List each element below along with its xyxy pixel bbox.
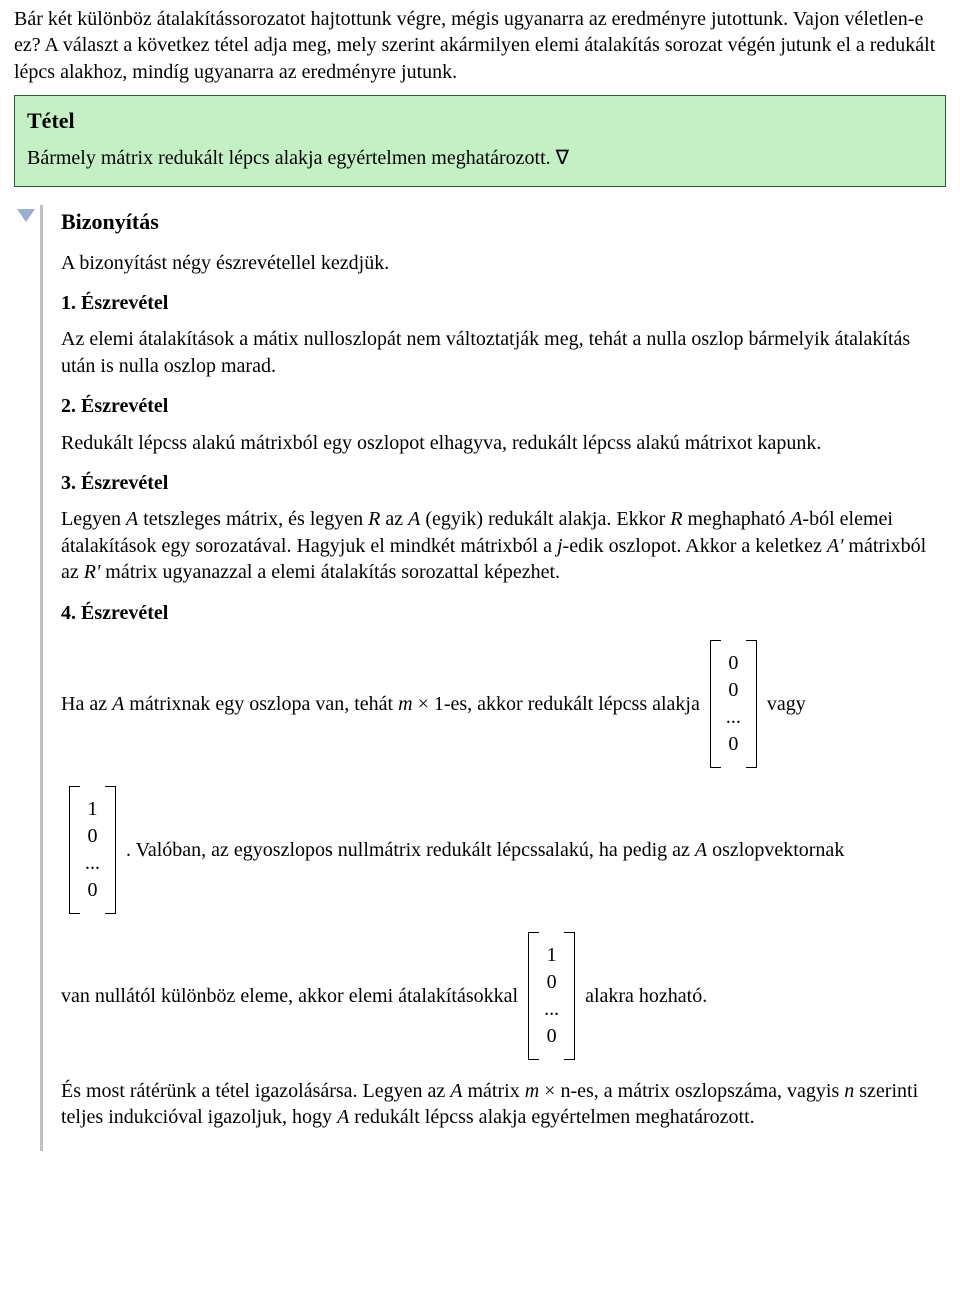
vec-entry: 0 — [728, 733, 738, 755]
obs2-heading: 2. Észrevétel — [61, 393, 946, 419]
proof-title: Bizonyítás — [61, 207, 946, 236]
symbol-A: A — [790, 508, 802, 530]
obs4-text: . Valóban, az egyoszlopos nullmátrix red… — [126, 837, 844, 863]
vec-entry: 0 — [88, 879, 98, 901]
obs3-heading: 3. Észrevétel — [61, 470, 946, 496]
theorem-body: Bármely mátrix redukált lépcs alakja egy… — [27, 145, 933, 171]
disclosure-triangle-icon[interactable] — [17, 209, 35, 222]
vec-entry: ... — [726, 706, 741, 728]
symbol-A: A — [695, 839, 707, 861]
symbol-A: A — [408, 508, 420, 530]
vec-entry: ... — [544, 998, 559, 1020]
txt: × n-es, a mátrix oszlopszáma, vagyis — [539, 1080, 844, 1102]
txt: mátrix — [463, 1080, 525, 1102]
symbol-A: A — [112, 693, 124, 715]
obs4-heading: 4. Észrevétel — [61, 600, 946, 626]
vec-entry: 0 — [728, 652, 738, 674]
theorem-title: Tétel — [27, 106, 933, 135]
vec-entry: ... — [85, 852, 100, 874]
obs4-text: alakra hozható. — [585, 983, 707, 1009]
txt: mátrixnak egy oszlopa van, tehát — [124, 693, 398, 715]
obs4-line2: 1 0 ... 0 . Valóban, az egyoszlopos null… — [61, 786, 946, 914]
unit-vector-2: 1 0 ... 0 — [526, 932, 577, 1060]
vec-entry: 1 — [547, 944, 557, 966]
vec-entry: 0 — [547, 1025, 557, 1047]
vec-entry: 0 — [88, 825, 98, 847]
obs4-text: vagy — [767, 691, 806, 717]
vec-entry: 1 — [88, 798, 98, 820]
obs3-text: meghapható — [682, 508, 790, 530]
proof-lead: A bizonyítást négy észrevétellel kezdjük… — [61, 250, 946, 276]
zero-vector: 0 0 ... 0 — [708, 640, 759, 768]
document-page: Bár két különböz átalakítássorozatot haj… — [0, 0, 960, 1171]
symbol-m: m — [398, 693, 412, 715]
symbol-R: R — [670, 508, 682, 530]
obs2-body: Redukált lépcss alakú mátrixból egy oszl… — [61, 430, 946, 456]
symbol-n: n — [844, 1080, 854, 1102]
theorem-box: Tétel Bármely mátrix redukált lépcs alak… — [14, 95, 946, 186]
obs3-text: -edik oszlopot. Akkor a keletkez — [563, 535, 827, 557]
obs4-line1: Ha az A mátrixnak egy oszlopa van, tehát… — [61, 640, 946, 768]
obs1-body: Az elemi átalakítások a mátix nulloszlop… — [61, 326, 946, 379]
obs4-text: Ha az A mátrixnak egy oszlopa van, tehát… — [61, 691, 700, 717]
txt: × 1-es, akkor redukált lépcss alakja — [413, 693, 700, 715]
intro-paragraph: Bár két különböz átalakítássorozatot haj… — [14, 6, 946, 85]
symbol-R: R — [368, 508, 380, 530]
obs4-text: van nullától különböz eleme, akkor elemi… — [61, 983, 518, 1009]
symbol-m: m — [525, 1080, 539, 1102]
obs4-line3: van nullától különböz eleme, akkor elemi… — [61, 932, 946, 1060]
txt: . Valóban, az egyoszlopos nullmátrix red… — [126, 839, 695, 861]
obs1-heading: 1. Észrevétel — [61, 290, 946, 316]
obs3-text: (egyik) redukált alakja. Ekkor — [420, 508, 670, 530]
txt: És most rátérünk a tétel igazolásársa. L… — [61, 1080, 450, 1102]
vec-entry: 0 — [547, 971, 557, 993]
txt: Ha az — [61, 693, 112, 715]
unit-vector: 1 0 ... 0 — [67, 786, 118, 914]
txt: redukált lépcss alakja egyértelmen megha… — [349, 1106, 754, 1128]
symbol-Rprime: R' — [84, 561, 101, 583]
obs3-text: az — [380, 508, 408, 530]
proof-block: Bizonyítás A bizonyítást négy észrevétel… — [40, 205, 946, 1151]
txt: oszlopvektornak — [707, 839, 844, 861]
vec-entry: 0 — [728, 679, 738, 701]
symbol-A: A — [337, 1106, 349, 1128]
symbol-A: A — [450, 1080, 462, 1102]
obs3-text: tetszleges mátrix, és legyen — [138, 508, 368, 530]
symbol-A: A — [126, 508, 138, 530]
obs3-body: Legyen A tetszleges mátrix, és legyen R … — [61, 506, 946, 585]
obs3-text: Legyen — [61, 508, 126, 530]
obs3-text: mátrix ugyanazzal a elemi átalakítás sor… — [100, 561, 560, 583]
symbol-Aprime: A' — [827, 535, 844, 557]
proof-final: És most rátérünk a tétel igazolásársa. L… — [61, 1078, 946, 1131]
